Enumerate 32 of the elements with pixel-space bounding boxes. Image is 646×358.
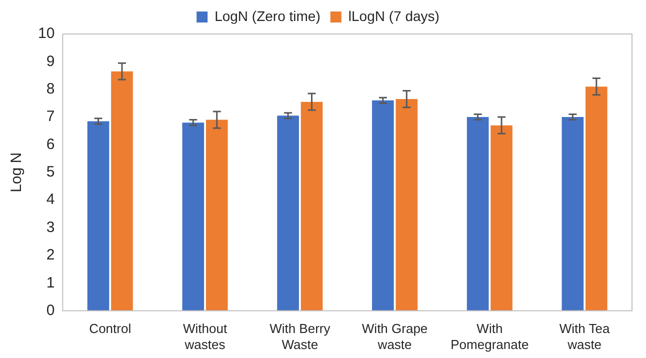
bar (466, 117, 489, 311)
legend-label: LogN (Zero time) (214, 8, 320, 24)
x-tick-label: With Tea waste (559, 321, 610, 352)
bar (562, 117, 584, 311)
bar (182, 122, 204, 311)
x-tick-label: With Berry Waste (270, 321, 331, 352)
x-tick-label: With Pomegranate (450, 321, 529, 352)
legend-label: lLogN (7 days) (348, 8, 440, 24)
x-tick-label: With Grape waste (362, 321, 428, 352)
y-tick-label: 10 (38, 25, 55, 42)
y-tick-label: 6 (46, 136, 55, 153)
y-tick-label: 0 (46, 302, 55, 319)
bar (87, 121, 110, 311)
y-tick-label: 7 (46, 108, 55, 126)
y-tick-label: 4 (46, 191, 55, 208)
y-tick-label: 1 (46, 274, 55, 292)
y-tick-label: 9 (46, 52, 55, 70)
y-tick-label: 5 (46, 164, 55, 181)
bar (300, 102, 323, 311)
y-tick-label: 3 (46, 218, 55, 236)
x-tick-label: Without wastes (182, 321, 228, 352)
x-tick-label: Control (89, 321, 132, 336)
bar (396, 99, 418, 311)
bar (490, 125, 512, 311)
y-tick-label: 2 (46, 246, 55, 264)
bar (277, 116, 299, 311)
bar (372, 100, 394, 311)
bar (586, 86, 608, 311)
y-axis-title: Log N (8, 152, 26, 192)
y-tick-label: 8 (46, 80, 55, 98)
bar (206, 120, 228, 311)
bar (111, 71, 133, 311)
